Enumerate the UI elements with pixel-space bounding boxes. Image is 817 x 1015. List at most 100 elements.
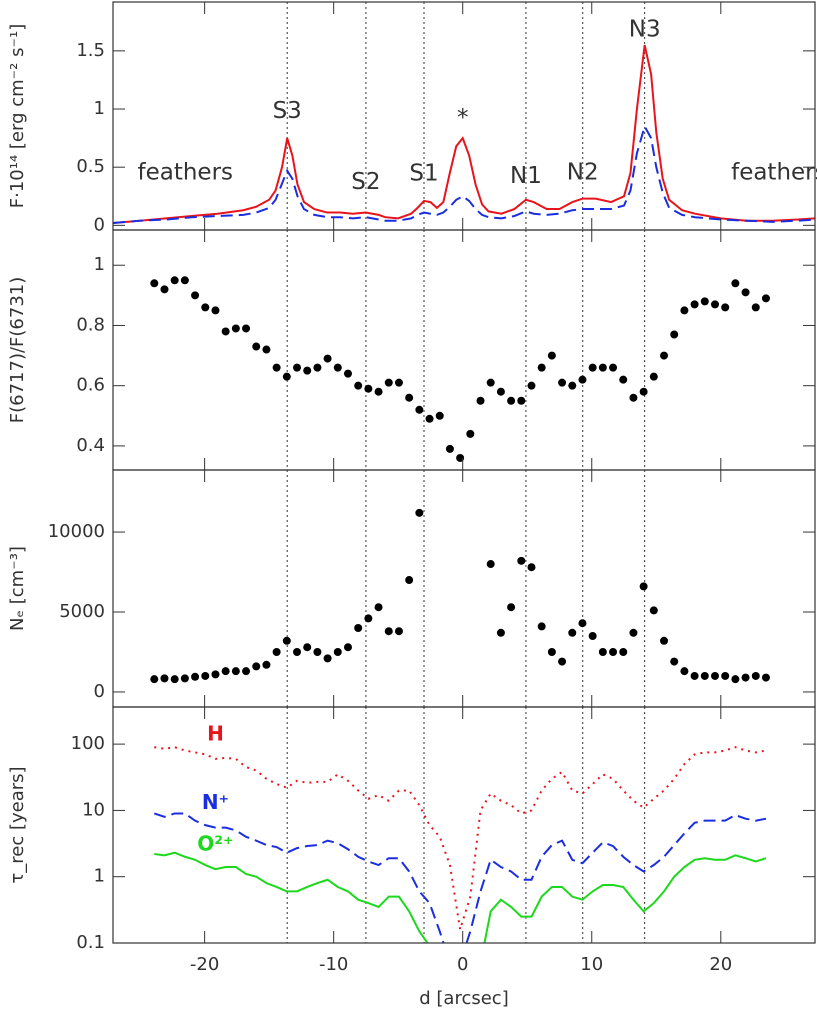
data-point (384, 627, 393, 636)
series-label: H (207, 721, 224, 745)
data-point (649, 372, 658, 381)
annotation: S2 (351, 169, 380, 195)
axes-frame (112, 706, 816, 944)
data-point (211, 670, 220, 679)
series-label: N⁺ (202, 790, 229, 814)
data-point (231, 324, 240, 333)
annotation: S1 (409, 161, 438, 187)
y-axis-label: F·10¹⁴ [erg cm⁻² s⁻¹] (7, 24, 28, 208)
data-point (242, 324, 251, 333)
x-axis-label: d [arcsec] (419, 988, 508, 1009)
series-line (154, 746, 767, 930)
axes-frame (112, 229, 816, 471)
data-point (598, 647, 607, 656)
data-point (445, 444, 454, 453)
data-point (670, 657, 679, 666)
data-point (323, 654, 332, 663)
data-point (476, 396, 485, 405)
y-tick-label: 0.1 (76, 932, 105, 953)
data-point (201, 671, 210, 680)
data-point (751, 303, 760, 312)
data-point (568, 381, 577, 390)
y-tick-label: 0.5 (76, 156, 105, 177)
data-point (242, 667, 251, 676)
y-tick-label: 0 (94, 214, 105, 235)
y-tick-label: 100 (71, 733, 105, 754)
data-point (201, 303, 210, 312)
data-point (313, 363, 322, 372)
data-point (231, 667, 240, 676)
data-point (374, 387, 383, 396)
y-tick-label: 10000 (48, 521, 105, 542)
y-tick-label: 1 (94, 866, 105, 887)
data-point (507, 396, 516, 405)
annotation: * (457, 105, 469, 131)
data-point (343, 369, 352, 378)
data-point (170, 675, 179, 684)
plot-area (113, 2, 815, 230)
y-axis-label: F(6717)/F(6731) (7, 277, 28, 423)
data-point (272, 363, 281, 372)
annotation: N3 (629, 16, 661, 42)
data-point (680, 306, 689, 315)
data-point (710, 300, 719, 309)
data-point (649, 606, 658, 615)
data-point (405, 576, 414, 585)
data-point (160, 674, 169, 683)
data-point (303, 366, 312, 375)
data-point (272, 647, 281, 656)
data-point (629, 628, 638, 637)
data-point (354, 381, 363, 390)
data-point (364, 614, 373, 623)
series-line (153, 812, 767, 943)
data-point (609, 647, 618, 656)
data-point (690, 671, 699, 680)
data-point (527, 381, 536, 390)
x-tick-label: -10 (319, 954, 348, 975)
data-point (507, 603, 516, 612)
data-point (333, 647, 342, 656)
data-point (425, 414, 434, 423)
data-point (252, 662, 261, 671)
plot-area (150, 230, 770, 470)
data-point (741, 673, 750, 682)
data-point (609, 363, 618, 372)
data-point (741, 288, 750, 297)
data-point (282, 372, 291, 381)
data-point (293, 363, 302, 372)
data-point (558, 657, 567, 666)
data-point (700, 297, 709, 306)
data-point (313, 647, 322, 656)
data-point (537, 622, 546, 631)
data-point (364, 384, 373, 393)
data-point (262, 660, 271, 669)
data-point (588, 363, 597, 372)
y-tick-label: 0.8 (76, 314, 105, 335)
series-line (154, 851, 767, 943)
data-point (211, 306, 220, 315)
plot-area (153, 707, 767, 943)
data-point (150, 279, 159, 288)
data-point (293, 647, 302, 656)
data-point (751, 671, 760, 680)
data-point (517, 396, 526, 405)
series-line (113, 44, 815, 225)
data-point (558, 378, 567, 387)
x-tick-label: -20 (190, 954, 219, 975)
data-point (252, 342, 261, 351)
data-point (466, 429, 475, 438)
data-point (180, 674, 189, 683)
y-axis-label: τ_rec [years] (7, 766, 28, 883)
data-point (680, 667, 689, 676)
data-point (547, 351, 556, 360)
data-point (761, 294, 770, 303)
data-point (415, 508, 424, 517)
plot-area (150, 470, 770, 707)
data-point (415, 405, 424, 414)
data-point (160, 285, 169, 294)
data-point (394, 378, 403, 387)
y-tick-label: 1.5 (76, 40, 105, 61)
data-point (405, 393, 414, 402)
y-tick-label: 5000 (59, 601, 105, 622)
